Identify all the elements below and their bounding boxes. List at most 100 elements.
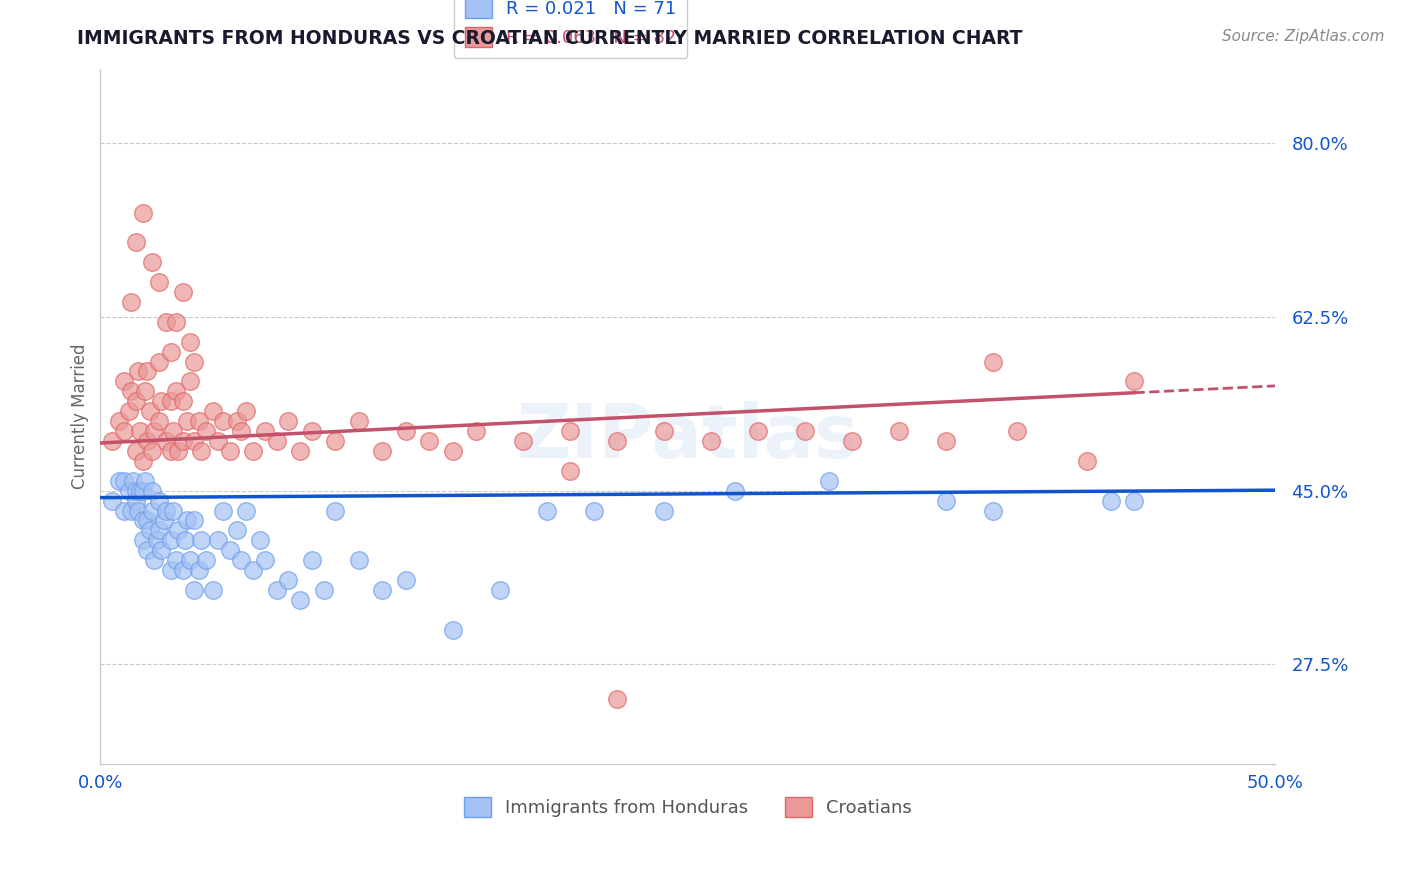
- Point: [1005, 424, 1028, 438]
- Point: [253, 553, 276, 567]
- Point: [167, 524, 190, 538]
- Point: [418, 434, 440, 448]
- Point: [155, 315, 177, 329]
- Point: [211, 503, 233, 517]
- Point: [235, 404, 257, 418]
- Point: [560, 464, 582, 478]
- Point: [179, 375, 201, 389]
- Point: [136, 513, 159, 527]
- Point: [131, 454, 153, 468]
- Point: [112, 375, 135, 389]
- Point: [325, 503, 347, 517]
- Point: [325, 434, 347, 448]
- Point: [172, 285, 194, 299]
- Point: [277, 573, 299, 587]
- Point: [148, 414, 170, 428]
- Point: [162, 503, 184, 517]
- Point: [176, 414, 198, 428]
- Point: [207, 533, 229, 548]
- Point: [747, 424, 769, 438]
- Point: [165, 315, 187, 329]
- Point: [136, 543, 159, 558]
- Point: [1076, 454, 1098, 468]
- Point: [179, 334, 201, 349]
- Point: [465, 424, 488, 438]
- Point: [606, 434, 628, 448]
- Point: [124, 444, 146, 458]
- Point: [141, 444, 163, 458]
- Point: [108, 414, 131, 428]
- Point: [148, 493, 170, 508]
- Point: [841, 434, 863, 448]
- Point: [160, 444, 183, 458]
- Point: [190, 444, 212, 458]
- Point: [174, 533, 197, 548]
- Point: [134, 384, 156, 399]
- Point: [108, 474, 131, 488]
- Point: [172, 434, 194, 448]
- Point: [150, 394, 173, 409]
- Point: [794, 424, 817, 438]
- Point: [211, 414, 233, 428]
- Point: [654, 503, 676, 517]
- Point: [124, 235, 146, 250]
- Point: [148, 275, 170, 289]
- Point: [249, 533, 271, 548]
- Point: [1123, 493, 1146, 508]
- Point: [138, 524, 160, 538]
- Point: [127, 503, 149, 517]
- Point: [218, 444, 240, 458]
- Point: [112, 503, 135, 517]
- Point: [162, 424, 184, 438]
- Point: [122, 474, 145, 488]
- Point: [301, 553, 323, 567]
- Point: [160, 533, 183, 548]
- Point: [347, 414, 370, 428]
- Point: [160, 563, 183, 577]
- Point: [131, 483, 153, 498]
- Point: [101, 493, 124, 508]
- Point: [242, 563, 264, 577]
- Point: [195, 424, 218, 438]
- Point: [129, 424, 152, 438]
- Point: [150, 543, 173, 558]
- Point: [131, 533, 153, 548]
- Point: [395, 424, 418, 438]
- Point: [124, 483, 146, 498]
- Point: [700, 434, 723, 448]
- Point: [127, 364, 149, 378]
- Point: [395, 573, 418, 587]
- Point: [190, 533, 212, 548]
- Point: [120, 384, 142, 399]
- Point: [188, 563, 211, 577]
- Point: [347, 553, 370, 567]
- Point: [225, 524, 247, 538]
- Point: [512, 434, 534, 448]
- Point: [818, 474, 841, 488]
- Point: [207, 434, 229, 448]
- Point: [120, 503, 142, 517]
- Point: [183, 513, 205, 527]
- Point: [138, 404, 160, 418]
- Point: [889, 424, 911, 438]
- Point: [1099, 493, 1122, 508]
- Point: [288, 444, 311, 458]
- Point: [202, 582, 225, 597]
- Point: [242, 444, 264, 458]
- Point: [176, 513, 198, 527]
- Point: [983, 354, 1005, 368]
- Point: [112, 424, 135, 438]
- Point: [141, 483, 163, 498]
- Point: [148, 524, 170, 538]
- Text: Source: ZipAtlas.com: Source: ZipAtlas.com: [1222, 29, 1385, 44]
- Point: [167, 444, 190, 458]
- Point: [935, 493, 957, 508]
- Point: [724, 483, 747, 498]
- Point: [165, 384, 187, 399]
- Point: [218, 543, 240, 558]
- Point: [160, 344, 183, 359]
- Point: [153, 513, 176, 527]
- Point: [124, 394, 146, 409]
- Point: [231, 424, 253, 438]
- Point: [141, 503, 163, 517]
